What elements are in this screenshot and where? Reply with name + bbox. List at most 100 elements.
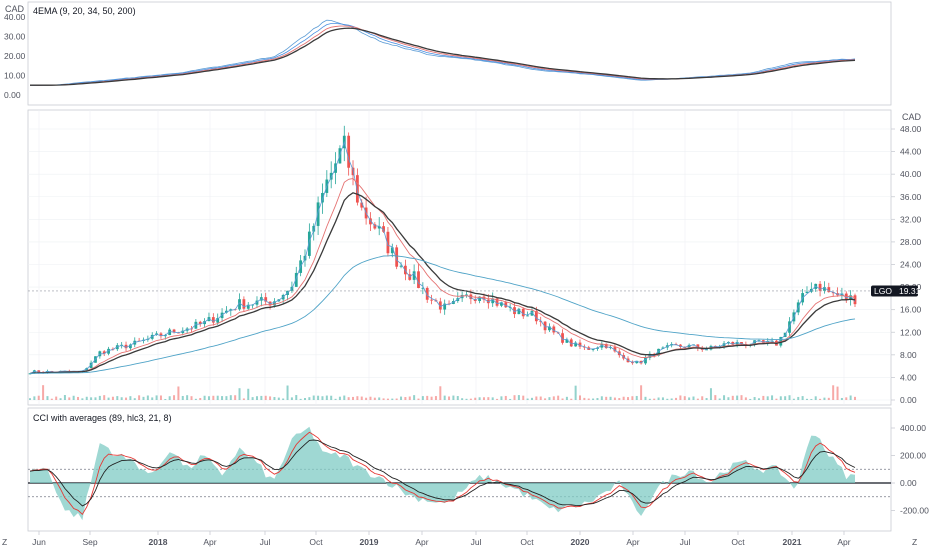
x-tick-label: Apr <box>203 537 216 547</box>
candle-body <box>578 342 582 347</box>
volume-bar <box>705 398 708 400</box>
volume-bar <box>482 397 485 400</box>
cci-tick-label: 400.00 <box>900 423 926 433</box>
main-y-axis: 48.0044.0040.0036.0032.0028.0024.0020.00… <box>891 124 922 405</box>
pane-borders <box>27 1 892 532</box>
volume-bar <box>29 398 31 400</box>
candle-body <box>412 271 416 280</box>
x-tick-label: Sep <box>82 537 97 547</box>
volume-bar <box>365 397 368 400</box>
candle-body <box>172 329 176 333</box>
badge-last-price: 19.31 <box>899 286 921 296</box>
volume-bar <box>312 395 315 400</box>
x-tick-label: 2020 <box>571 537 590 547</box>
volume-bar <box>238 388 241 400</box>
candle-body <box>255 300 259 305</box>
cci-indicator-label[interactable]: CCI with averages (89, hlc3, 21, 8) <box>33 413 172 423</box>
candle-body <box>565 339 569 343</box>
volume-bar <box>788 395 791 400</box>
volume-bar <box>369 396 372 400</box>
main-tick-label: 44.00 <box>900 147 922 157</box>
candle-body <box>591 348 595 350</box>
volume-bar <box>181 395 184 400</box>
candle-body <box>491 298 495 304</box>
volume-bar <box>561 398 564 400</box>
x-tick-label: 2021 <box>783 537 802 547</box>
volume-bar <box>42 385 45 400</box>
candle-body <box>722 343 726 347</box>
volume-bar <box>845 397 848 400</box>
last-price-badge[interactable]: LGO 19.31 <box>871 285 921 297</box>
volume-bar <box>622 396 625 400</box>
volume-bar <box>116 396 119 400</box>
volume-bar <box>216 395 219 400</box>
candle-body <box>561 333 564 343</box>
candle-body <box>508 307 512 308</box>
volume-bar <box>186 395 189 400</box>
volume-bar <box>666 398 669 400</box>
candle-body <box>102 351 106 354</box>
volume-bar <box>107 397 110 400</box>
volume-bar <box>766 396 769 400</box>
volume-bar <box>640 385 643 400</box>
volume-bar <box>631 396 634 400</box>
candle-body <box>438 301 442 310</box>
volume-bar <box>840 397 843 400</box>
volume-bar <box>212 395 215 400</box>
volume-bar <box>142 396 145 400</box>
main-tick-label: 28.00 <box>900 237 922 247</box>
corner-left-label[interactable]: Z <box>2 537 7 547</box>
cci-tick-label: 0.00 <box>900 478 917 488</box>
volume-bar <box>478 397 481 400</box>
volume-bar <box>138 395 141 400</box>
volume-bar <box>269 396 272 400</box>
top-tick-label: 10.00 <box>4 71 26 81</box>
candle-body <box>517 308 521 315</box>
x-tick-label: Oct <box>309 537 323 547</box>
candle-body <box>377 226 381 229</box>
candle-body <box>731 341 735 345</box>
candle-body <box>373 224 377 229</box>
x-tick-label: Apr <box>837 537 850 547</box>
volume-bar <box>282 398 285 400</box>
volume-bar <box>430 396 433 400</box>
candle-body <box>264 297 268 302</box>
volume-bar <box>277 397 280 400</box>
volume-bar <box>810 398 813 400</box>
top-ema-line <box>30 27 856 86</box>
corner-right-label[interactable]: Z <box>912 537 917 547</box>
candle-body <box>386 231 390 254</box>
volume-bar <box>474 397 477 400</box>
cci-avg-fast <box>29 431 856 516</box>
volume-bar <box>592 398 595 400</box>
ema-top-series <box>29 19 856 86</box>
volume-bar <box>487 397 490 400</box>
volume-bar <box>382 398 385 400</box>
volume-bar <box>50 398 53 400</box>
volume-bar <box>469 398 472 400</box>
volume-bar <box>94 397 97 400</box>
candle-body <box>124 344 128 349</box>
candle-body <box>569 339 573 347</box>
volume-bar <box>792 398 795 400</box>
volume-bar <box>819 398 822 400</box>
volume-bar <box>500 396 503 400</box>
volume-bar <box>356 396 359 400</box>
volume-bar <box>426 395 429 400</box>
candle-body <box>513 307 516 315</box>
volume-bar <box>417 398 420 400</box>
volume-bar <box>164 398 167 400</box>
candle-body <box>355 175 359 203</box>
volume-bar <box>111 396 114 400</box>
last-price-badge-bg <box>871 285 918 297</box>
top-indicator-label[interactable]: 4EMA (9, 20, 34, 50, 200) <box>33 6 136 16</box>
candle-body <box>37 370 41 373</box>
main-tick-label: 24.00 <box>900 260 922 270</box>
volume-bar <box>832 385 835 400</box>
volume-bar <box>784 396 787 400</box>
volume-bar <box>657 397 660 400</box>
volume-bar <box>334 398 337 400</box>
volume-bar <box>749 398 752 400</box>
candle-body <box>705 349 708 351</box>
candle-body <box>430 299 433 301</box>
